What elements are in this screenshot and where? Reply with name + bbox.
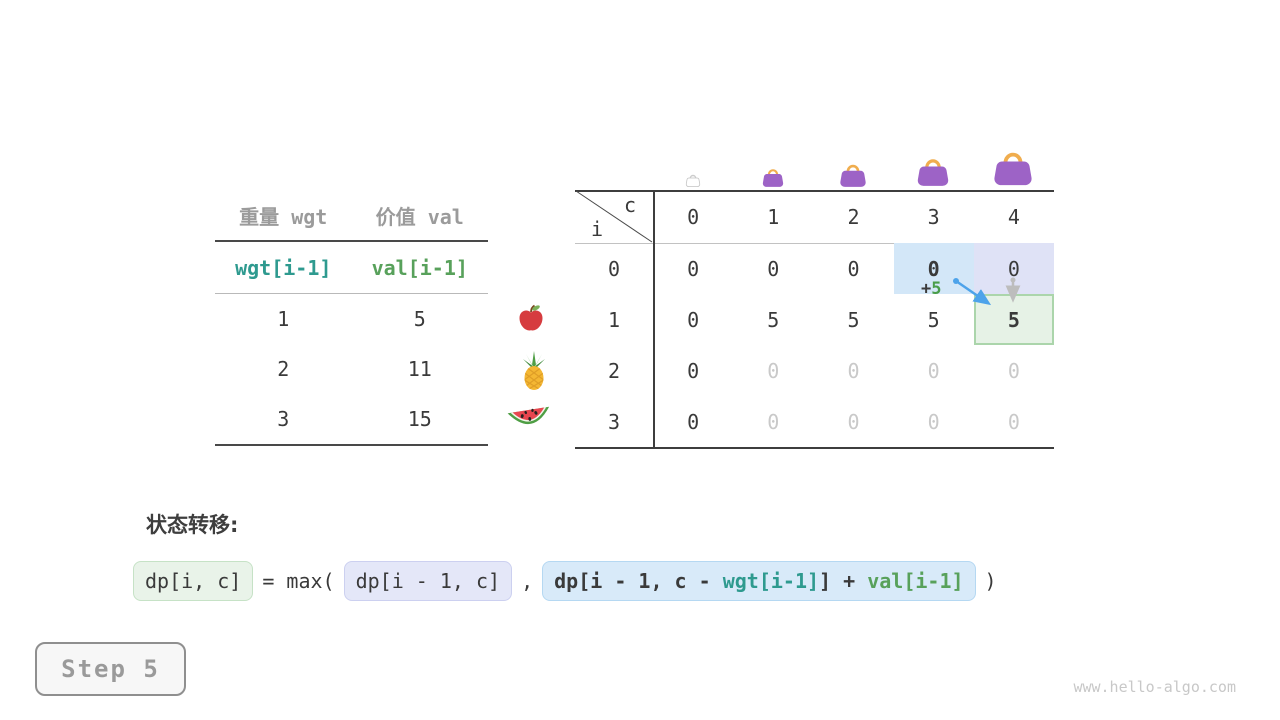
dp-cell-r3c2: 0 [847, 409, 860, 434]
item-3-weight: 3 [277, 407, 290, 431]
divider [215, 444, 488, 446]
items-table-header: 重量 wgt 价值 val [215, 190, 488, 240]
items-formula-row: wgt[i-1] val[i-1] [215, 242, 488, 293]
dp-cell-r0c0: 0 [687, 256, 700, 281]
wgt-formula-label: wgt[i-1] [235, 255, 332, 280]
state-transition-formula: dp[i, c] = max( dp[i - 1, c] , dp[i - 1,… [133, 561, 997, 601]
dp-cells-grid: 0 0 0 0 0 0 5 5 5 5 0 0 0 0 0 0 0 0 0 0 [653, 243, 1054, 447]
dp-cell-r2c2: 0 [847, 358, 860, 383]
item-row-1: 1 5 [215, 294, 488, 344]
dp-cell-r3c0: 0 [687, 409, 700, 434]
dp-table: c i 0 1 2 3 4 0 1 2 3 0 0 0 0 0 0 5 [575, 132, 1054, 449]
watermelon-icon [506, 402, 552, 438]
bag-capacity-0-icon [685, 172, 701, 192]
dp-cell-r3c4: 0 [1007, 409, 1020, 434]
state-transition-heading: 状态转移: [146, 513, 239, 537]
formula-arg1-box: dp[i - 1, c] [343, 561, 513, 601]
item-axis-label: i [591, 217, 604, 241]
bag-capacity-2-icon [838, 161, 868, 192]
row-header-3: 3 [607, 409, 621, 434]
col-header-4: 4 [1007, 204, 1020, 229]
formula-separator: , [521, 569, 534, 593]
col-header-3: 3 [927, 204, 940, 229]
val-formula-label: val[i-1] [371, 255, 468, 280]
dp-cell-r3c3: 0 [927, 409, 940, 434]
dp-column-headers: 0 1 2 3 4 [653, 190, 1054, 243]
dp-cell-r1c0: 0 [687, 307, 700, 332]
bag-capacity-3-icon [915, 154, 951, 192]
dp-cell-r0c2: 0 [847, 256, 860, 281]
dp-cell-r0c1: 0 [767, 256, 780, 281]
dp-row-headers: 0 1 2 3 [575, 243, 653, 447]
corner-diagonal-line [575, 190, 653, 243]
divider [215, 240, 488, 242]
formula-closing-paren: ) [984, 569, 997, 593]
dp-cell-r2c4: 0 [1007, 358, 1020, 383]
dp-cell-r2c3: 0 [927, 358, 940, 383]
weight-column-header: 重量 wgt [239, 204, 328, 229]
item-row-3: 3 15 [215, 394, 488, 444]
capacity-axis-label: c [623, 193, 636, 217]
item-3-value: 15 [407, 407, 432, 431]
item-2-weight: 2 [277, 357, 290, 381]
formula-operator: = max( [262, 569, 335, 593]
arg2-prefix: dp[i - 1, c - [554, 569, 723, 593]
dp-cell-r1c1: 5 [767, 307, 780, 332]
dp-cell-r1c2: 5 [847, 307, 860, 332]
arg2-wgt-term: wgt[i-1] [722, 569, 820, 593]
arg2-val-term: val[i-1] [867, 569, 964, 593]
dp-table-top-border [575, 190, 1054, 192]
item-1-weight: 1 [277, 307, 290, 331]
site-watermark: www.hello-algo.com [1073, 678, 1236, 696]
col-header-2: 2 [847, 204, 860, 229]
divider [215, 293, 488, 294]
gain-value: 5 [931, 279, 942, 299]
dp-cell-r2c1: 0 [767, 358, 780, 383]
arg2-mid: ] + [819, 569, 868, 593]
item-row-2: 2 11 [215, 344, 488, 394]
dp-cell-r1c3: 5 [927, 307, 940, 332]
transfer-arrow-gray [1005, 277, 1021, 303]
item-2-value: 11 [407, 357, 432, 381]
dp-header-divider [575, 243, 1054, 244]
plus-sign: + [921, 279, 932, 299]
transition-arrows [953, 277, 1021, 306]
bag-capacity-1-icon [761, 166, 785, 192]
item-1-value: 5 [413, 307, 426, 331]
dp-table-bottom-border [575, 447, 1054, 449]
row-header-0: 0 [607, 256, 621, 281]
dp-cell-r3c1: 0 [767, 409, 780, 434]
plus-value-annotation: +5 [921, 279, 942, 299]
dp-corner-cell: c i [575, 190, 653, 243]
step-indicator-button[interactable]: Step 5 [35, 642, 186, 696]
row-header-1: 1 [607, 307, 621, 332]
col-header-1: 1 [767, 204, 780, 229]
bag-capacity-4-icon [991, 146, 1035, 192]
formula-lhs-box: dp[i, c] [133, 561, 254, 601]
row-header-2: 2 [607, 358, 621, 383]
col-header-0: 0 [687, 204, 700, 229]
transfer-arrow-blue [953, 278, 992, 306]
formula-arg2-box: dp[i - 1, c - wgt[i-1]] + val[i-1] [542, 561, 976, 601]
apple-icon [516, 303, 546, 337]
pineapple-icon [518, 351, 550, 395]
items-table: 重量 wgt 价值 val wgt[i-1] val[i-1] 1 5 2 11… [215, 190, 488, 446]
dp-cell-r2c0: 0 [687, 358, 700, 383]
value-column-header: 价值 val [375, 204, 464, 229]
dp-vertical-divider [653, 190, 655, 447]
